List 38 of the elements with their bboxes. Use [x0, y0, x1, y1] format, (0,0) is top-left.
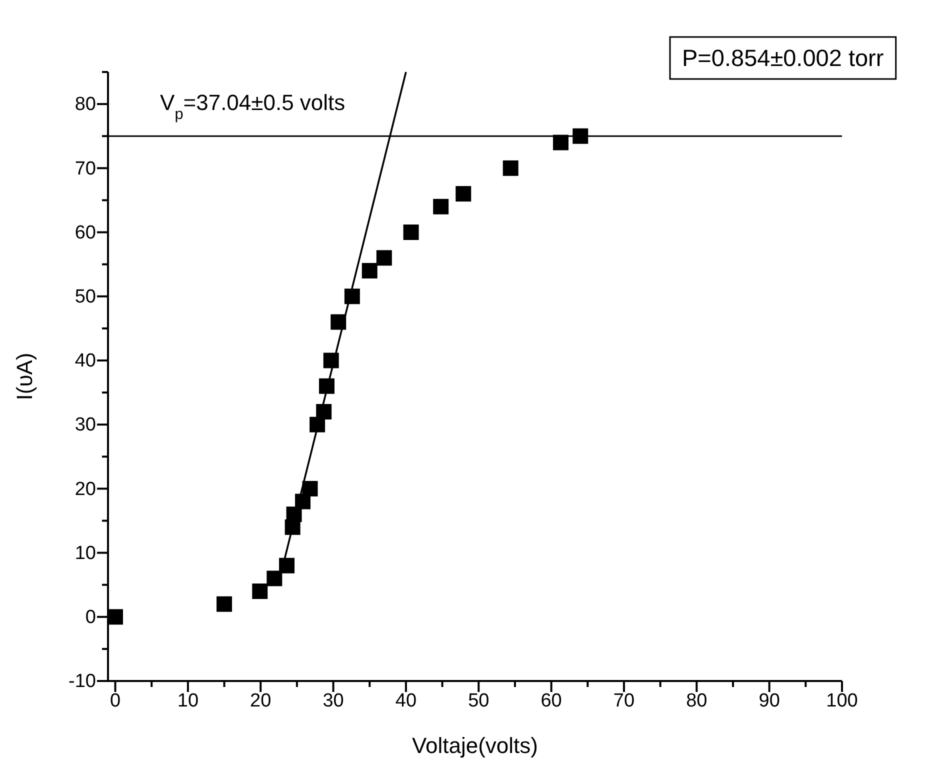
point [433, 198, 449, 214]
x-tick-label: 80 [686, 690, 708, 712]
y-tick-label: -10 [68, 671, 96, 692]
point [553, 134, 568, 150]
x-tick-label: 20 [250, 690, 272, 712]
point [108, 609, 124, 625]
y-tick-label: 20 [74, 478, 96, 500]
y-tick-label: 60 [74, 222, 96, 244]
point [362, 262, 378, 278]
y-tick-label: 70 [74, 158, 96, 180]
point [403, 224, 419, 240]
point [456, 186, 472, 202]
x-tick-label: 100 [826, 690, 858, 712]
y-axis-title: I(υA) [12, 352, 37, 400]
point [376, 250, 392, 266]
point [216, 596, 232, 612]
y-tick-label: 80 [74, 94, 96, 116]
point [252, 584, 268, 599]
annotation: V$_{p}$=37.04±0.5 volts [160, 90, 346, 122]
y-tick-label: 40 [74, 350, 96, 372]
y-tick-label: 10 [74, 542, 96, 564]
point [502, 160, 518, 176]
y-tick-label: 50 [74, 286, 96, 308]
y-tick-label: 30 [74, 414, 96, 436]
y-tick-label: 0 [85, 606, 96, 628]
text: P=0.854±0.002 torr [682, 45, 884, 71]
point [266, 570, 282, 586]
x-tick-label: 10 [177, 690, 199, 712]
point [302, 480, 318, 496]
x-tick-label: 40 [395, 690, 417, 712]
x-tick-label: 50 [468, 690, 490, 712]
point [572, 128, 588, 144]
x-tick-label: 90 [758, 690, 780, 712]
x-tick-label: 0 [110, 690, 121, 712]
x-tick-label: 30 [322, 690, 344, 712]
x-axis-title: Voltaje(volts) [412, 733, 538, 758]
x-tick-label: 60 [540, 690, 562, 712]
x-tick-label: 70 [613, 690, 635, 712]
